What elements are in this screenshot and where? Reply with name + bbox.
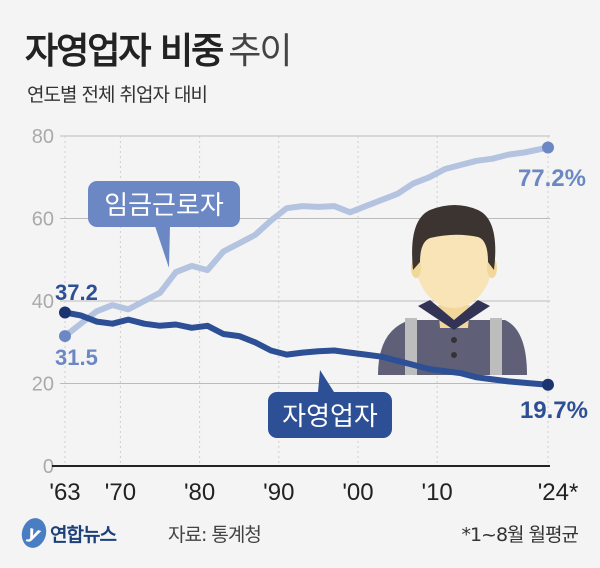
title-bold: 자영업자 비중 bbox=[25, 31, 224, 72]
svg-text:0: 0 bbox=[43, 456, 54, 478]
wage-end-marker bbox=[542, 141, 554, 154]
self-employed-line bbox=[62, 309, 551, 388]
wage-workers-label: 임금근로자 bbox=[104, 191, 224, 221]
wage-start-value: 31.5 bbox=[55, 345, 98, 370]
svg-text:60: 60 bbox=[32, 209, 54, 231]
footnote: *1~8월 월평균 bbox=[461, 524, 579, 546]
svg-text:'00: '00 bbox=[342, 479, 373, 506]
source-note: 자료: 통계청 bbox=[168, 524, 262, 546]
y-axis-ticks: 0 20 40 60 80 bbox=[32, 126, 54, 478]
page-title: 자영업자 비중 추이 bbox=[25, 22, 293, 74]
svg-text:20: 20 bbox=[32, 374, 54, 396]
self-employed-callout: 자영업자 bbox=[268, 370, 392, 438]
svg-text:'80: '80 bbox=[184, 479, 215, 506]
self-employed-label: 자영업자 bbox=[282, 402, 378, 432]
svg-text:80: 80 bbox=[32, 126, 54, 148]
title-light: 추이 bbox=[228, 31, 292, 72]
svg-text:'90: '90 bbox=[263, 479, 294, 506]
yonhap-logo: y 연합뉴스 bbox=[18, 515, 117, 551]
x-axis-ticks: '63 '70 '80 '90 '00 '10 '24* bbox=[49, 479, 578, 506]
self-end-marker bbox=[542, 378, 554, 391]
svg-text:'70: '70 bbox=[105, 479, 136, 506]
yonhap-logo-icon: y bbox=[18, 515, 50, 551]
wage-workers-callout: 임금근로자 bbox=[88, 181, 240, 268]
chart-subtitle: 연도별 전체 취업자 대비 bbox=[27, 84, 208, 106]
svg-text:'24*: '24* bbox=[538, 479, 579, 506]
svg-text:40: 40 bbox=[32, 291, 54, 313]
wage-end-value: 77.2% bbox=[518, 165, 586, 192]
worker-illustration-icon bbox=[378, 205, 527, 375]
wage-start-marker bbox=[59, 330, 71, 343]
self-end-value: 19.7% bbox=[520, 397, 588, 424]
logo-text: 연합뉴스 bbox=[50, 523, 117, 546]
self-start-value: 37.2 bbox=[55, 280, 98, 305]
svg-text:'63: '63 bbox=[49, 479, 80, 506]
svg-text:'10: '10 bbox=[422, 479, 453, 506]
self-start-marker bbox=[59, 306, 71, 319]
wage-workers-line bbox=[62, 144, 551, 340]
